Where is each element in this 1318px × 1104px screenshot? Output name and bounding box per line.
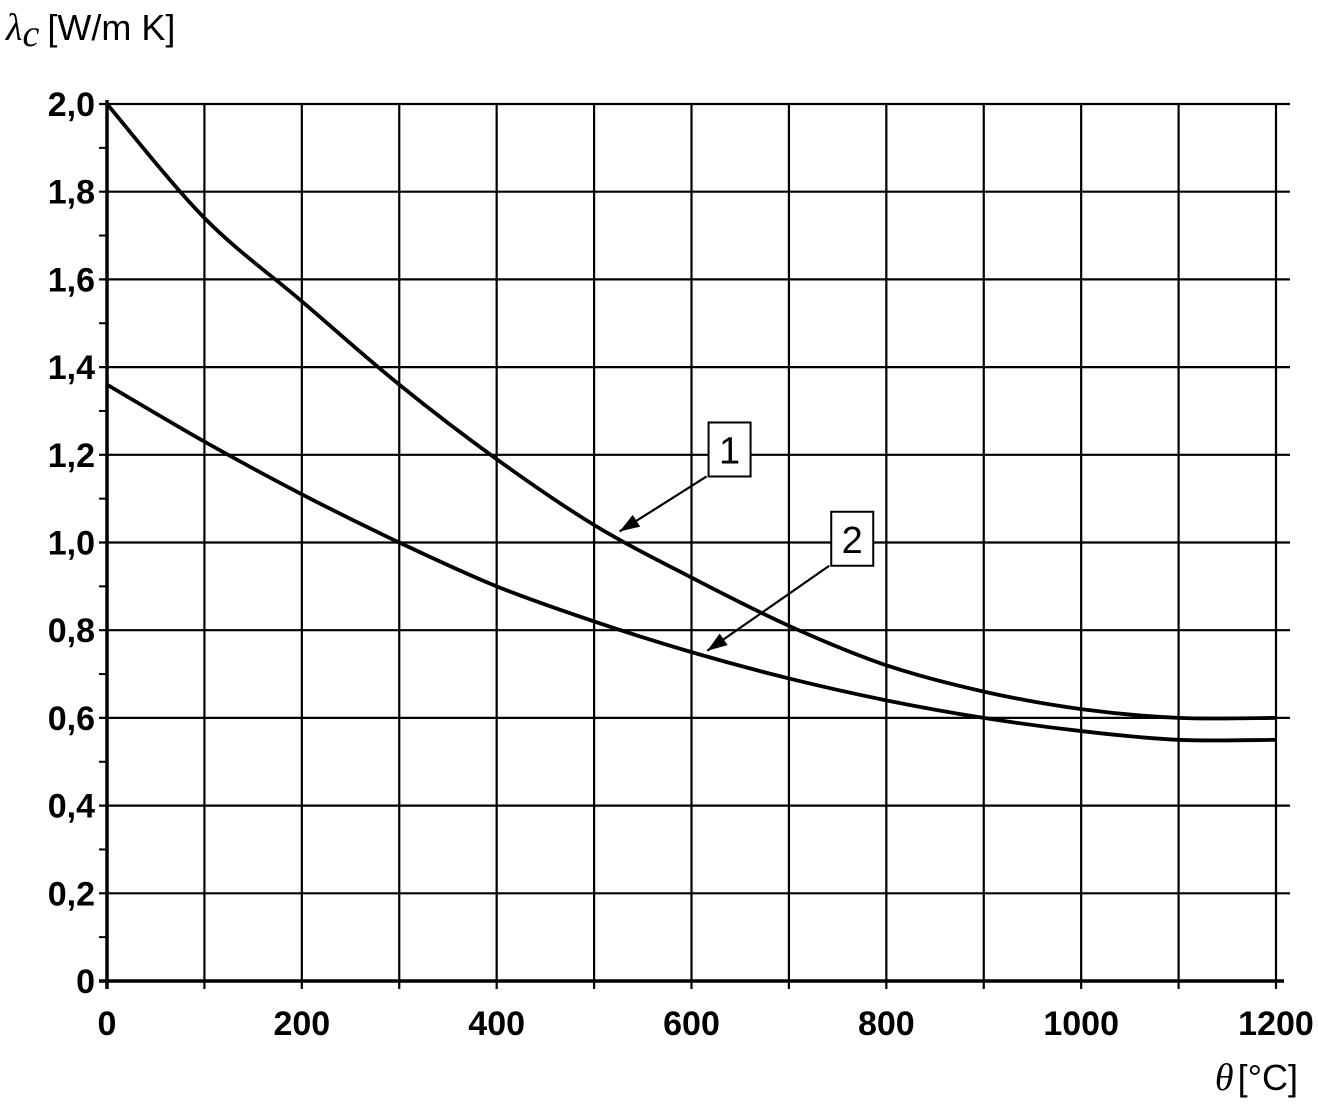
x-axis-unit: [°C] [1238,1057,1298,1098]
x-tick-label: 200 [273,1005,330,1043]
callout-box-1 [707,421,752,478]
y-axis-subscript: c [22,13,39,55]
y-tick-label: 0,6 [48,700,95,738]
y-tick-label: 1,2 [48,437,95,475]
series-line-2 [106,383,1277,743]
x-axis-title: θ [°C] [1215,1057,1298,1099]
y-tick-label: 2,0 [48,86,95,124]
series-layer [105,102,1277,743]
x-tick-label: 400 [468,1005,525,1043]
callout-arrowhead-2 [707,633,728,651]
y-tick-label: 1,4 [48,349,95,387]
callout-arrow-2 [706,564,830,652]
y-axis-symbol: λ [5,7,22,49]
y-tick-label: 0,8 [48,612,95,650]
x-tick-label: 1200 [1238,1005,1314,1043]
grid [99,102,1290,989]
callout-arrowhead-1 [619,514,641,532]
callouts: 12 [618,421,875,652]
x-tick-label: 0 [98,1005,117,1043]
x-axis-symbol: θ [1215,1057,1234,1099]
callout-label-2: 2 [842,520,863,562]
series-line-1 [105,102,1277,721]
x-tick-label: 1000 [1043,1005,1119,1043]
y-axis-unit: [W/m K] [47,7,175,48]
axes [99,100,1284,989]
y-tick-label: 1,6 [48,261,95,299]
y-tick-label: 0,4 [48,788,95,826]
y-axis-title: λc [W/m K] [5,7,175,55]
callout-label-1: 1 [719,430,740,472]
y-tick-label: 0 [76,963,95,1001]
callout-box-2 [830,510,875,567]
y-tick-label: 0,2 [48,875,95,913]
tick-labels: 0 200 400 600 800 1000 1200 0 0,2 0,4 0,6 0,8 1,0 1,2… [48,86,1314,1043]
x-tick-label: 800 [858,1005,915,1043]
y-tick-label: 1,8 [48,174,95,212]
x-tick-label: 600 [663,1005,720,1043]
y-tick-label: 1,0 [48,525,95,563]
